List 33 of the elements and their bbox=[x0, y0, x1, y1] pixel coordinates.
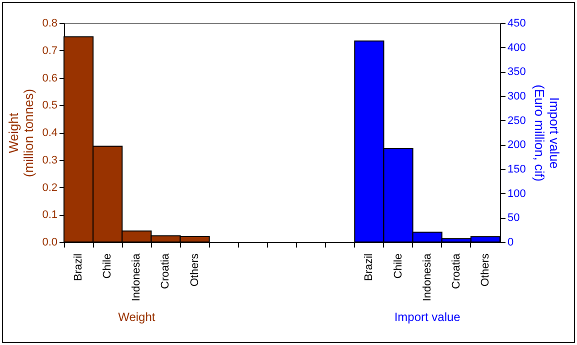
x-tick-label: Brazil bbox=[363, 254, 376, 282]
y-tick-label: 0.6 bbox=[42, 72, 58, 84]
x-tick-label: Indonesia bbox=[130, 252, 143, 302]
y2-axis-title: Import value (Euro million, cif) bbox=[532, 84, 562, 182]
x-tick-label: Croatia bbox=[160, 252, 172, 289]
text: Import value bbox=[394, 310, 461, 324]
x-tick-label: Indonesia bbox=[421, 252, 434, 302]
x-tick-label: Others bbox=[479, 253, 492, 287]
y-axis-title: Weight (million tonnes) bbox=[6, 88, 36, 178]
y2-tick-label: 50 bbox=[508, 212, 520, 224]
y2-tick-label: 200 bbox=[508, 139, 526, 152]
y2-tick-label: 0 bbox=[508, 236, 514, 248]
y-tick-label: 0.7 bbox=[42, 44, 58, 57]
y-tick-label: 0.2 bbox=[42, 182, 58, 194]
y2-tick-label: 300 bbox=[508, 90, 526, 102]
x-tick-label: Chile bbox=[102, 254, 114, 279]
y2-tick-label: 350 bbox=[508, 66, 526, 78]
y-tick-label: 0.1 bbox=[42, 209, 58, 222]
y2-tick-label: 450 bbox=[508, 18, 526, 30]
y-tick-label: 0.0 bbox=[42, 236, 58, 248]
y2-tick-label: 100 bbox=[508, 188, 526, 200]
x-tick-label: Croatia bbox=[450, 252, 462, 289]
x-tick-label: Chile bbox=[392, 254, 404, 279]
y-tick-label: 0.8 bbox=[42, 18, 58, 30]
y2-tick-label: 250 bbox=[508, 114, 526, 127]
text: Weight bbox=[118, 310, 156, 324]
y-tick-label: 0.5 bbox=[42, 100, 58, 112]
x-tick-label: Brazil bbox=[72, 254, 85, 282]
x-tick-label: Others bbox=[188, 253, 201, 287]
y-tick-label: 0.4 bbox=[42, 127, 58, 139]
y2-tick-label: 150 bbox=[508, 164, 526, 176]
y2-tick-label: 400 bbox=[508, 42, 526, 54]
y-tick-label: 0.3 bbox=[42, 154, 58, 166]
